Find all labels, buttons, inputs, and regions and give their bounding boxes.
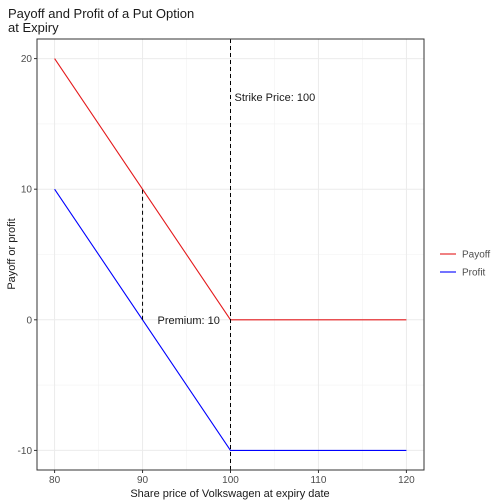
x-tick-label: 90 [137, 475, 149, 486]
x-tick-label: 110 [310, 475, 326, 486]
x-tick-label: 100 [222, 475, 239, 486]
x-tick-label: 80 [49, 475, 61, 486]
y-tick-label: -10 [18, 446, 33, 457]
legend-label: Payoff [462, 250, 490, 261]
line-series [54, 188, 407, 451]
chart-title: Payoff and Profit of a Put Option [8, 6, 194, 21]
chart-title: at Expiry [8, 20, 59, 35]
legend-label: Profit [462, 268, 486, 279]
x-axis-label: Share price of Volkswagen at expiry date [130, 488, 329, 500]
y-axis-label: Payoff or profit [6, 218, 18, 289]
panel-border [36, 38, 425, 471]
x-tick-label: 120 [398, 475, 415, 486]
y-tick-label: 10 [21, 185, 33, 196]
y-tick-label: 20 [21, 54, 33, 65]
y-tick-label: 0 [26, 315, 32, 326]
annotation: Premium: 10 [158, 315, 220, 327]
annotation: Strike Price: 100 [235, 92, 316, 104]
